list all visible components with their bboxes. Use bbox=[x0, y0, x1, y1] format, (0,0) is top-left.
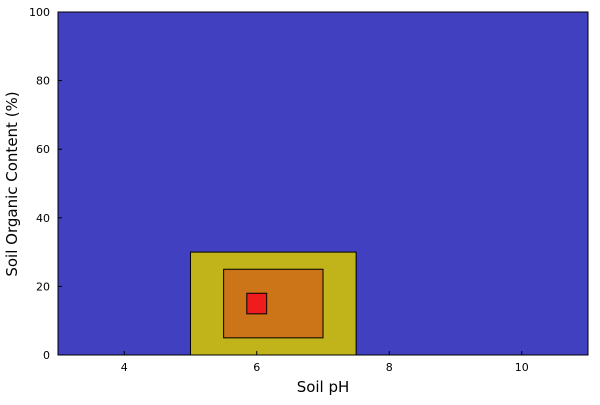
x-tick-label: 10 bbox=[515, 361, 529, 374]
x-tick-label: 4 bbox=[121, 361, 128, 374]
x-tick-label: 8 bbox=[386, 361, 393, 374]
y-tick-label: 80 bbox=[36, 75, 50, 88]
plot-frame bbox=[57, 11, 589, 356]
y-axis-label: Soil Organic Content (%) bbox=[3, 91, 21, 276]
x-axis-label: Soil pH bbox=[297, 378, 350, 396]
y-tick-label: 0 bbox=[43, 349, 50, 362]
x-tick-label: 6 bbox=[253, 361, 260, 374]
y-tick-label: 100 bbox=[29, 6, 50, 19]
region-3 bbox=[223, 268, 324, 339]
axes-layer bbox=[57, 11, 589, 356]
y-tick-label: 40 bbox=[36, 212, 50, 225]
region-4 bbox=[246, 292, 268, 315]
y-tick-label: 60 bbox=[36, 143, 50, 156]
regions-layer bbox=[58, 12, 588, 356]
y-tick-label: 20 bbox=[36, 280, 50, 293]
